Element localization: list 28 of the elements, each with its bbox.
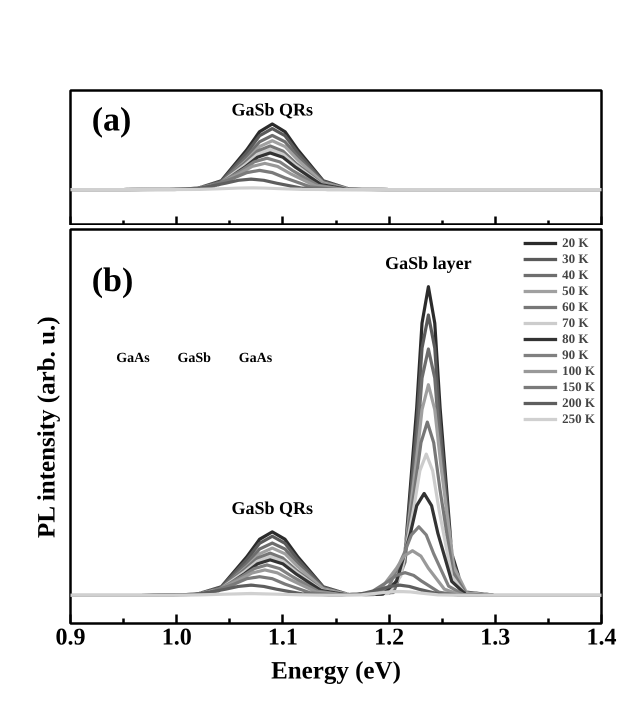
legend-label: 90 K	[562, 347, 588, 363]
legend-label: 70 K	[562, 315, 588, 331]
annotation: GaSb QRs	[232, 498, 314, 518]
annotation: GaSb	[177, 351, 212, 366]
legend-label: 60 K	[562, 299, 588, 315]
legend-label: 100 K	[562, 363, 595, 379]
annotation: GaAs	[116, 351, 150, 366]
x-tick-label: 1.4	[586, 624, 616, 650]
legend-label: 20 K	[562, 235, 588, 251]
legend-label: 150 K	[562, 379, 595, 395]
legend-label: 200 K	[562, 395, 595, 411]
x-tick-label: 0.9	[56, 624, 86, 650]
annotation: GaAs	[238, 351, 273, 366]
y-axis-title: PL intensity (arb. u.)	[34, 316, 60, 538]
text: GaSb QRs	[232, 99, 314, 120]
x-tick-label: 1.3	[480, 624, 510, 650]
legend-label: 80 K	[562, 331, 588, 347]
annotation: (b)	[92, 262, 134, 300]
legend-label: 40 K	[562, 267, 588, 283]
legend-label: 250 K	[562, 411, 595, 427]
x-tick-label: 1.1	[268, 624, 298, 650]
x-tick-label: 1.2	[374, 624, 404, 650]
text: GaSb layer	[385, 252, 472, 273]
legend-label: 50 K	[562, 283, 588, 299]
x-axis-title: Energy (eV)	[271, 658, 401, 684]
legend-label: 30 K	[562, 251, 588, 267]
x-tick-label: 1.0	[162, 624, 192, 650]
annotation: (a)	[92, 102, 132, 139]
